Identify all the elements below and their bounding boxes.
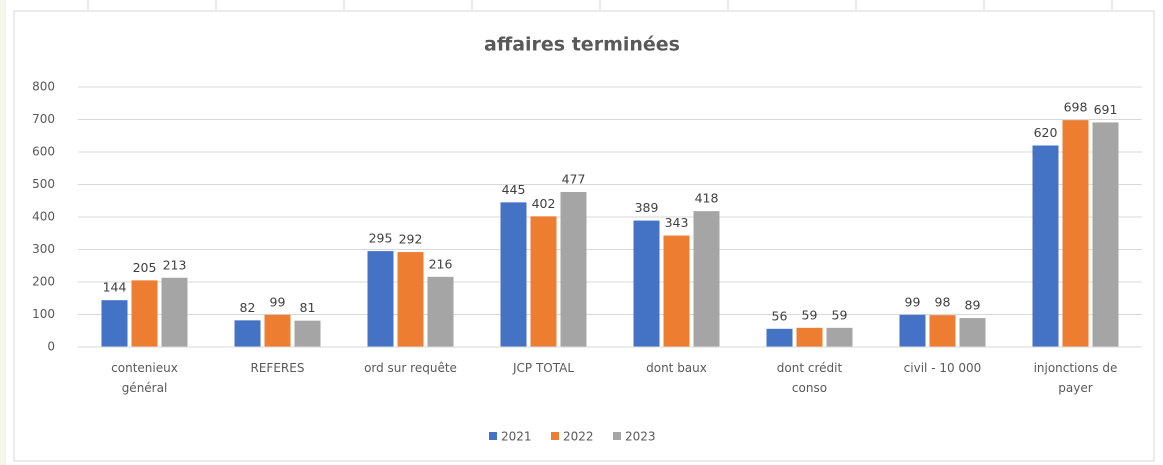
bar bbox=[796, 327, 823, 347]
bar bbox=[663, 235, 690, 347]
legend-label: 2021 bbox=[501, 430, 532, 444]
y-tick-label: 600 bbox=[32, 145, 55, 159]
value-label: 418 bbox=[695, 191, 719, 206]
bar bbox=[161, 277, 188, 347]
value-label: 81 bbox=[300, 300, 316, 315]
value-label: 698 bbox=[1064, 100, 1088, 115]
bar bbox=[1032, 145, 1059, 347]
x-tick-label: dont crédit conso bbox=[777, 361, 843, 395]
value-label: 89 bbox=[965, 298, 981, 313]
x-tick-label: injonctions de payer bbox=[1034, 361, 1118, 395]
y-tick-label: 0 bbox=[47, 340, 55, 354]
value-label: 99 bbox=[905, 294, 921, 309]
bar bbox=[899, 314, 926, 347]
y-tick-label: 200 bbox=[32, 275, 55, 289]
bar bbox=[1062, 120, 1089, 348]
bar bbox=[397, 252, 424, 347]
legend-swatch bbox=[551, 432, 559, 440]
value-label: 216 bbox=[429, 256, 453, 271]
value-label: 343 bbox=[665, 215, 689, 230]
y-tick-label: 800 bbox=[32, 80, 55, 94]
bar bbox=[367, 251, 394, 347]
bar bbox=[131, 280, 158, 347]
value-label: 295 bbox=[369, 231, 393, 246]
value-label: 292 bbox=[399, 232, 423, 247]
bar bbox=[826, 327, 853, 347]
bar bbox=[234, 320, 261, 347]
legend-label: 2022 bbox=[563, 430, 594, 444]
value-label: 477 bbox=[562, 171, 586, 186]
x-tick-label: REFERES bbox=[251, 361, 305, 375]
y-tick-label: 700 bbox=[32, 112, 55, 126]
value-label: 59 bbox=[832, 307, 848, 322]
value-label: 620 bbox=[1034, 125, 1058, 140]
bar bbox=[929, 315, 956, 347]
value-label: 56 bbox=[772, 308, 788, 323]
bar bbox=[427, 276, 454, 347]
bar bbox=[1092, 122, 1119, 347]
bar bbox=[500, 202, 527, 347]
y-tick-label: 400 bbox=[32, 210, 55, 224]
x-tick-label: JCP TOTAL bbox=[512, 361, 574, 375]
value-label: 98 bbox=[935, 295, 951, 310]
bar bbox=[633, 220, 660, 347]
y-tick-label: 300 bbox=[32, 242, 55, 256]
y-tick-label: 500 bbox=[32, 177, 55, 191]
x-tick-label: civil - 10 000 bbox=[904, 361, 982, 375]
value-label: 402 bbox=[532, 196, 556, 211]
value-label: 213 bbox=[163, 257, 187, 272]
bar bbox=[560, 191, 587, 347]
bar bbox=[693, 211, 720, 347]
bar bbox=[264, 314, 291, 347]
value-label: 691 bbox=[1094, 102, 1118, 117]
legend-swatch bbox=[613, 432, 621, 440]
bar bbox=[766, 328, 793, 347]
bar bbox=[530, 216, 557, 347]
legend-swatch bbox=[489, 432, 497, 440]
sheet-grid bbox=[87, 0, 1113, 10]
bar bbox=[101, 300, 128, 347]
x-tick-label: contenieux général bbox=[111, 361, 178, 395]
value-label: 445 bbox=[502, 182, 526, 197]
chart-title: affaires terminées bbox=[484, 34, 680, 56]
bar bbox=[294, 320, 321, 347]
bar bbox=[959, 318, 986, 347]
x-tick-label: dont baux bbox=[646, 361, 707, 375]
value-label: 389 bbox=[635, 200, 659, 215]
value-label: 82 bbox=[240, 300, 256, 315]
value-label: 59 bbox=[802, 307, 818, 322]
value-label: 99 bbox=[270, 294, 286, 309]
y-tick-label: 100 bbox=[32, 307, 55, 321]
sheet-edge bbox=[0, 0, 6, 465]
legend-label: 2023 bbox=[625, 430, 656, 444]
value-label: 144 bbox=[103, 280, 127, 295]
x-tick-label: ord sur requête bbox=[364, 361, 457, 375]
value-label: 205 bbox=[133, 260, 157, 275]
